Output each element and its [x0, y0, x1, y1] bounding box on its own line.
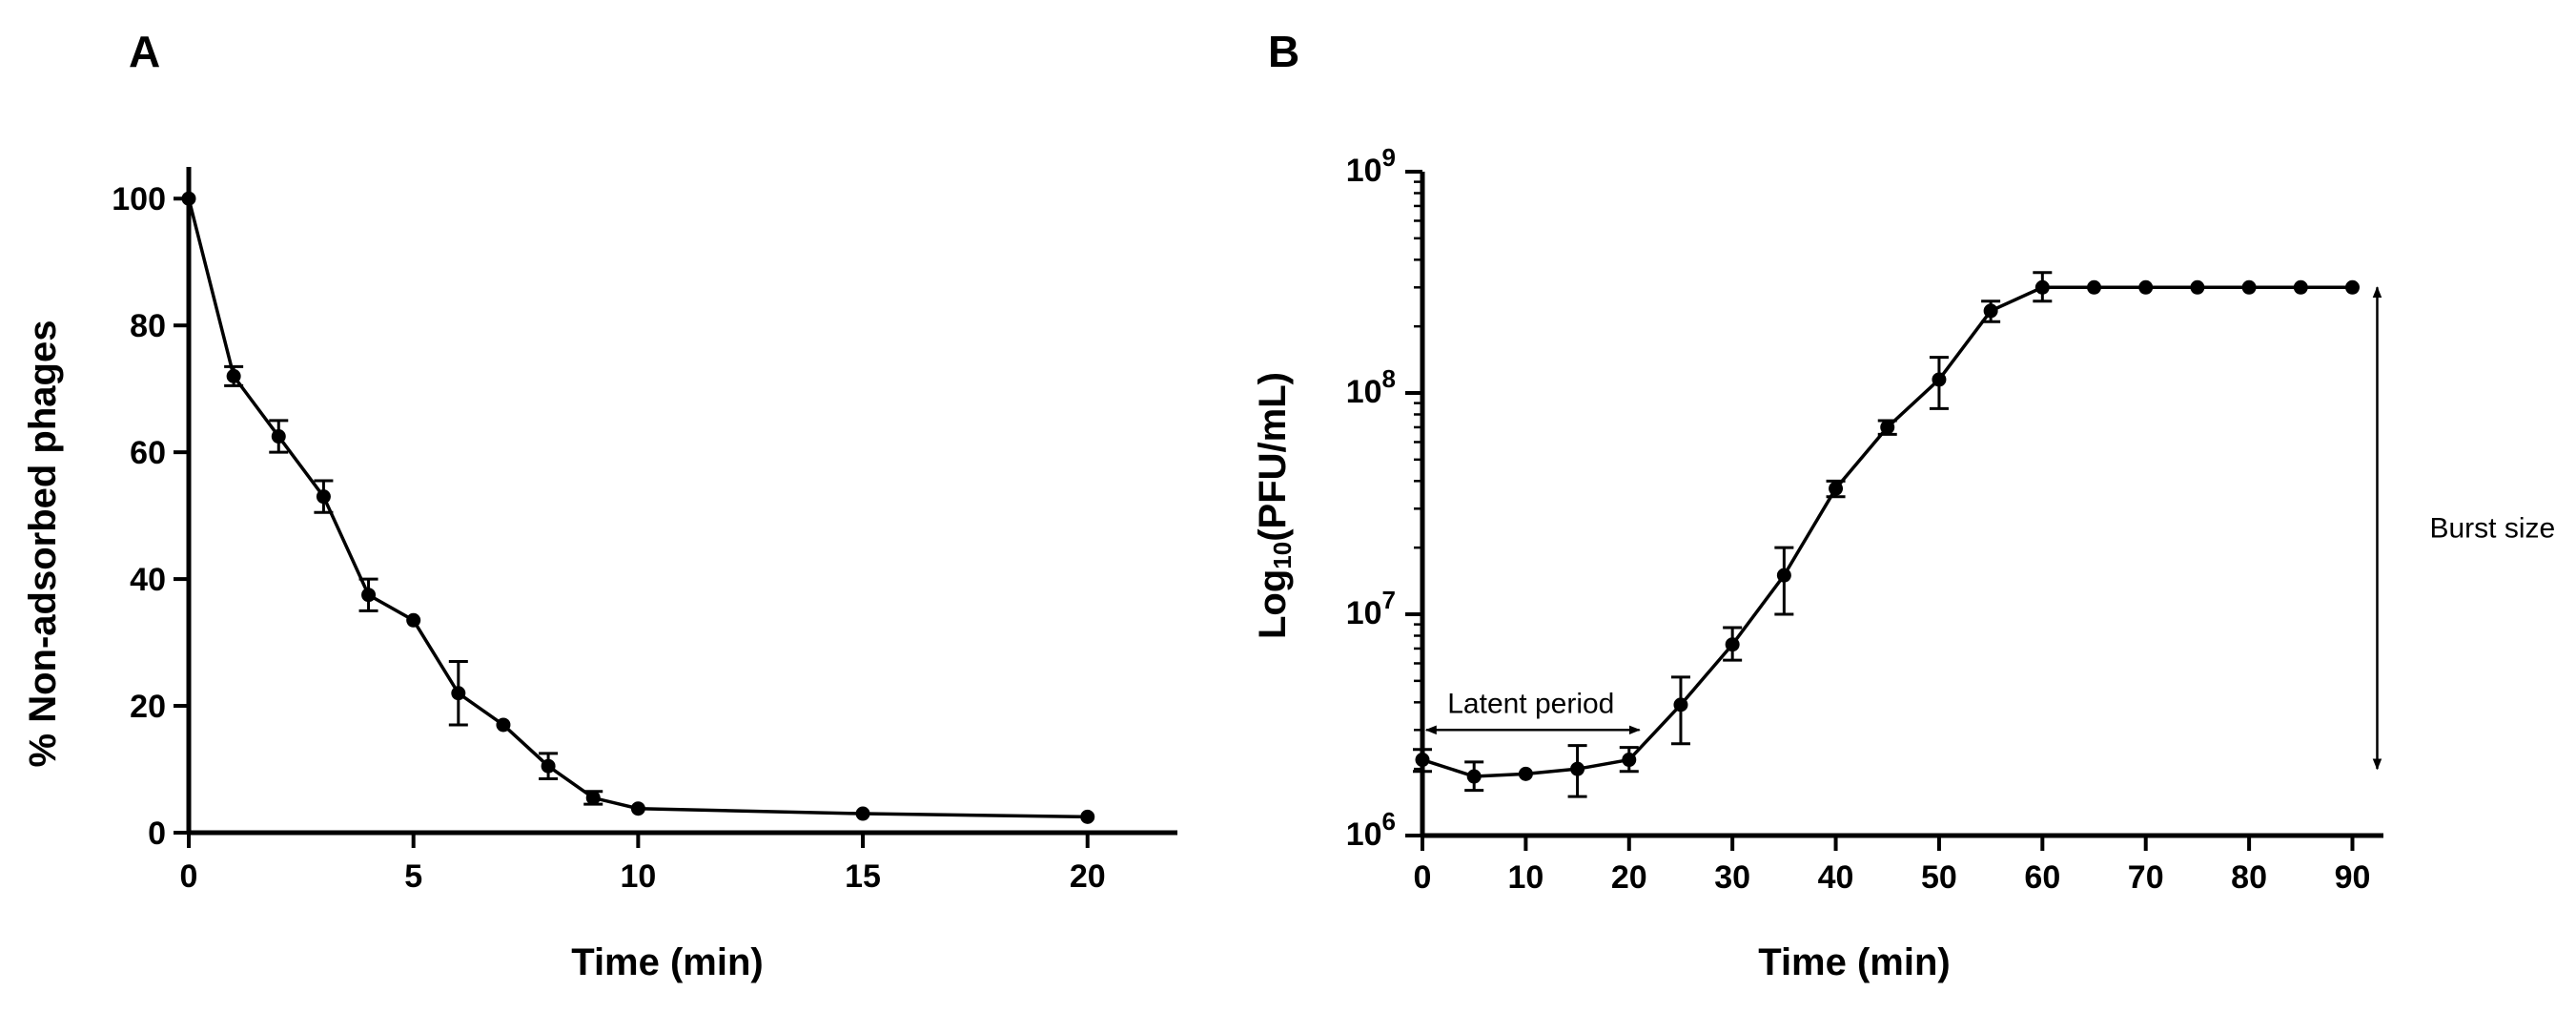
panel-b-x-tick-label: 70 — [2128, 859, 2164, 896]
panel-a-data-point — [855, 806, 870, 821]
panel-b-data-point — [2138, 279, 2154, 295]
panel-a-data-point — [226, 368, 241, 383]
panel-b-x-tick-label: 40 — [1818, 859, 1854, 896]
panel-b-data-point — [1776, 568, 1791, 583]
panel-a-y-tick-label: 0 — [148, 816, 166, 852]
panel-a-label: A — [129, 27, 160, 76]
panel-b-x-axis-title: Time (min) — [1758, 941, 1951, 983]
panel-b-data-point — [1880, 420, 1895, 435]
panel-a-data-point — [406, 612, 421, 628]
panel-b-data-point — [1829, 481, 1844, 496]
panel-a-x-tick-label: 5 — [404, 858, 422, 895]
panel-a-x-tick-label: 0 — [180, 858, 198, 895]
panel-a-data-point — [496, 717, 511, 733]
panel-b-data-point — [1622, 753, 1637, 768]
panel-b-y-tick-label: 109 — [1346, 143, 1396, 189]
panel-b-x-tick-label: 10 — [1507, 859, 1544, 896]
panel-a-x-axis-title: Time (min) — [571, 941, 764, 983]
panel-a-y-axis-title: % Non-adsorbed phages — [22, 320, 64, 768]
panel-b-data-point — [2087, 279, 2102, 295]
panel-b-x-tick-label: 30 — [1714, 859, 1750, 896]
panel-b-y-tick-label: 108 — [1346, 364, 1396, 410]
panel-b-data-point — [1932, 372, 1947, 387]
panel-b-data-point — [2190, 279, 2205, 295]
panel-a-data-point — [585, 790, 601, 805]
panel-b-data-point — [1466, 769, 1482, 784]
panel-b-label: B — [1268, 27, 1299, 76]
panel-b-y-tick-label: 107 — [1346, 586, 1396, 631]
panel-b-x-tick-label: 60 — [2024, 859, 2060, 896]
panel-a-y-tick-label: 20 — [130, 689, 166, 725]
panel-b-data-point — [2344, 279, 2360, 295]
panel-a-data-point — [271, 429, 286, 444]
panel-a-y-tick-label: 100 — [112, 181, 166, 217]
panel-b-x-tick-label: 90 — [2335, 859, 2371, 896]
panel-a-data-point — [541, 758, 556, 774]
panel-b-x-tick-label: 80 — [2231, 859, 2267, 896]
panel-a-data-point — [316, 489, 331, 505]
panel-b-data-point — [1415, 753, 1430, 768]
panel-b-y-tick-label: 106 — [1346, 807, 1396, 853]
panel-a-data-point — [361, 588, 377, 603]
panel-b-data-point — [1983, 303, 1998, 319]
panel-a-data-point — [630, 801, 645, 816]
panel-a-y-tick-label: 40 — [130, 562, 166, 598]
latent-period-label: Latent period — [1447, 688, 1614, 719]
panel-a-data-point — [451, 686, 466, 701]
panel-b-data-point — [2241, 279, 2257, 295]
panel-b-x-tick-label: 0 — [1414, 859, 1432, 896]
panel-a-y-tick-label: 80 — [130, 308, 166, 344]
panel-a-data-point — [1080, 809, 1095, 824]
panel-b-data-point — [2034, 279, 2050, 295]
panel-b: B Log10(PFU/mL) Time (min) 0 10 20 30 40 50 60… — [1252, 27, 2555, 983]
panel-b-y-axis-title: Log10(PFU/mL) — [1252, 372, 1297, 639]
panel-a-x-tick-label: 15 — [845, 858, 881, 895]
burst-size-label: Burst size — [2429, 513, 2555, 545]
panel-b-data-point — [1570, 761, 1585, 776]
panel-b-data-point — [1518, 766, 1533, 781]
panel-b-data-point — [1725, 637, 1740, 652]
panel-a-data-point — [181, 191, 196, 206]
panel-a-y-tick-label: 60 — [130, 435, 166, 471]
panel-b-x-tick-label: 20 — [1611, 859, 1647, 896]
panel-a-x-tick-label: 10 — [620, 858, 656, 895]
panel-b-data-point — [1673, 697, 1688, 713]
panel-b-data-point — [2293, 279, 2308, 295]
panel-a-x-tick-label: 20 — [1070, 858, 1106, 895]
panel-b-x-tick-label: 50 — [1921, 859, 1957, 896]
panel-a: A % Non-adsorbed phages Time (min) 0 5 10 1… — [22, 27, 1177, 983]
